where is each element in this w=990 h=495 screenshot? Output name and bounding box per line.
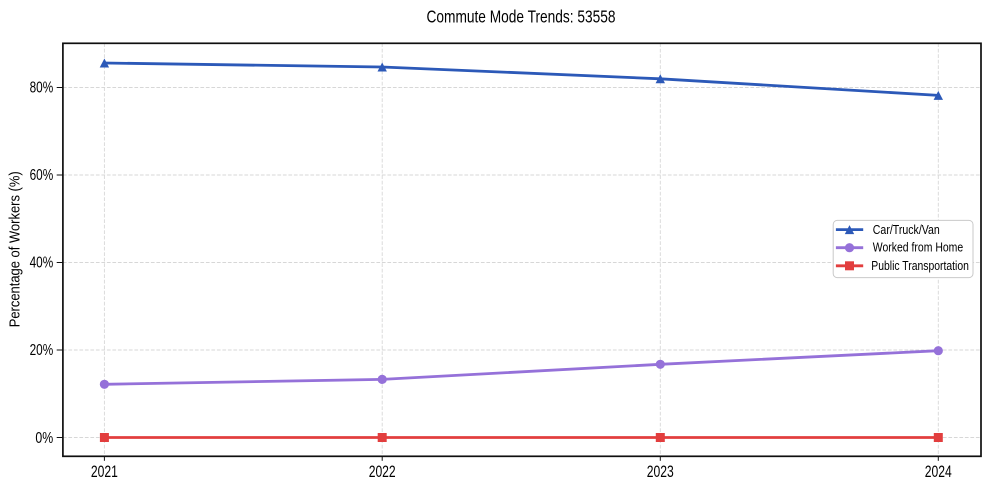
svg-text:2024: 2024 [925, 463, 952, 481]
svg-text:80%: 80% [30, 80, 54, 97]
svg-text:Car/Truck/Van: Car/Truck/Van [873, 222, 940, 237]
svg-text:0%: 0% [35, 430, 53, 447]
svg-text:40%: 40% [30, 255, 54, 272]
svg-text:Commute Mode Trends: 53558: Commute Mode Trends: 53558 [427, 7, 616, 27]
svg-text:2023: 2023 [647, 463, 674, 481]
svg-text:20%: 20% [30, 342, 54, 359]
svg-text:60%: 60% [30, 167, 54, 184]
svg-text:2022: 2022 [369, 463, 396, 481]
svg-text:Percentage of Workers (%): Percentage of Workers (%) [8, 171, 24, 327]
svg-text:2021: 2021 [91, 463, 118, 481]
svg-text:Public Transportation: Public Transportation [871, 258, 969, 273]
svg-text:Worked from Home: Worked from Home [873, 239, 963, 254]
